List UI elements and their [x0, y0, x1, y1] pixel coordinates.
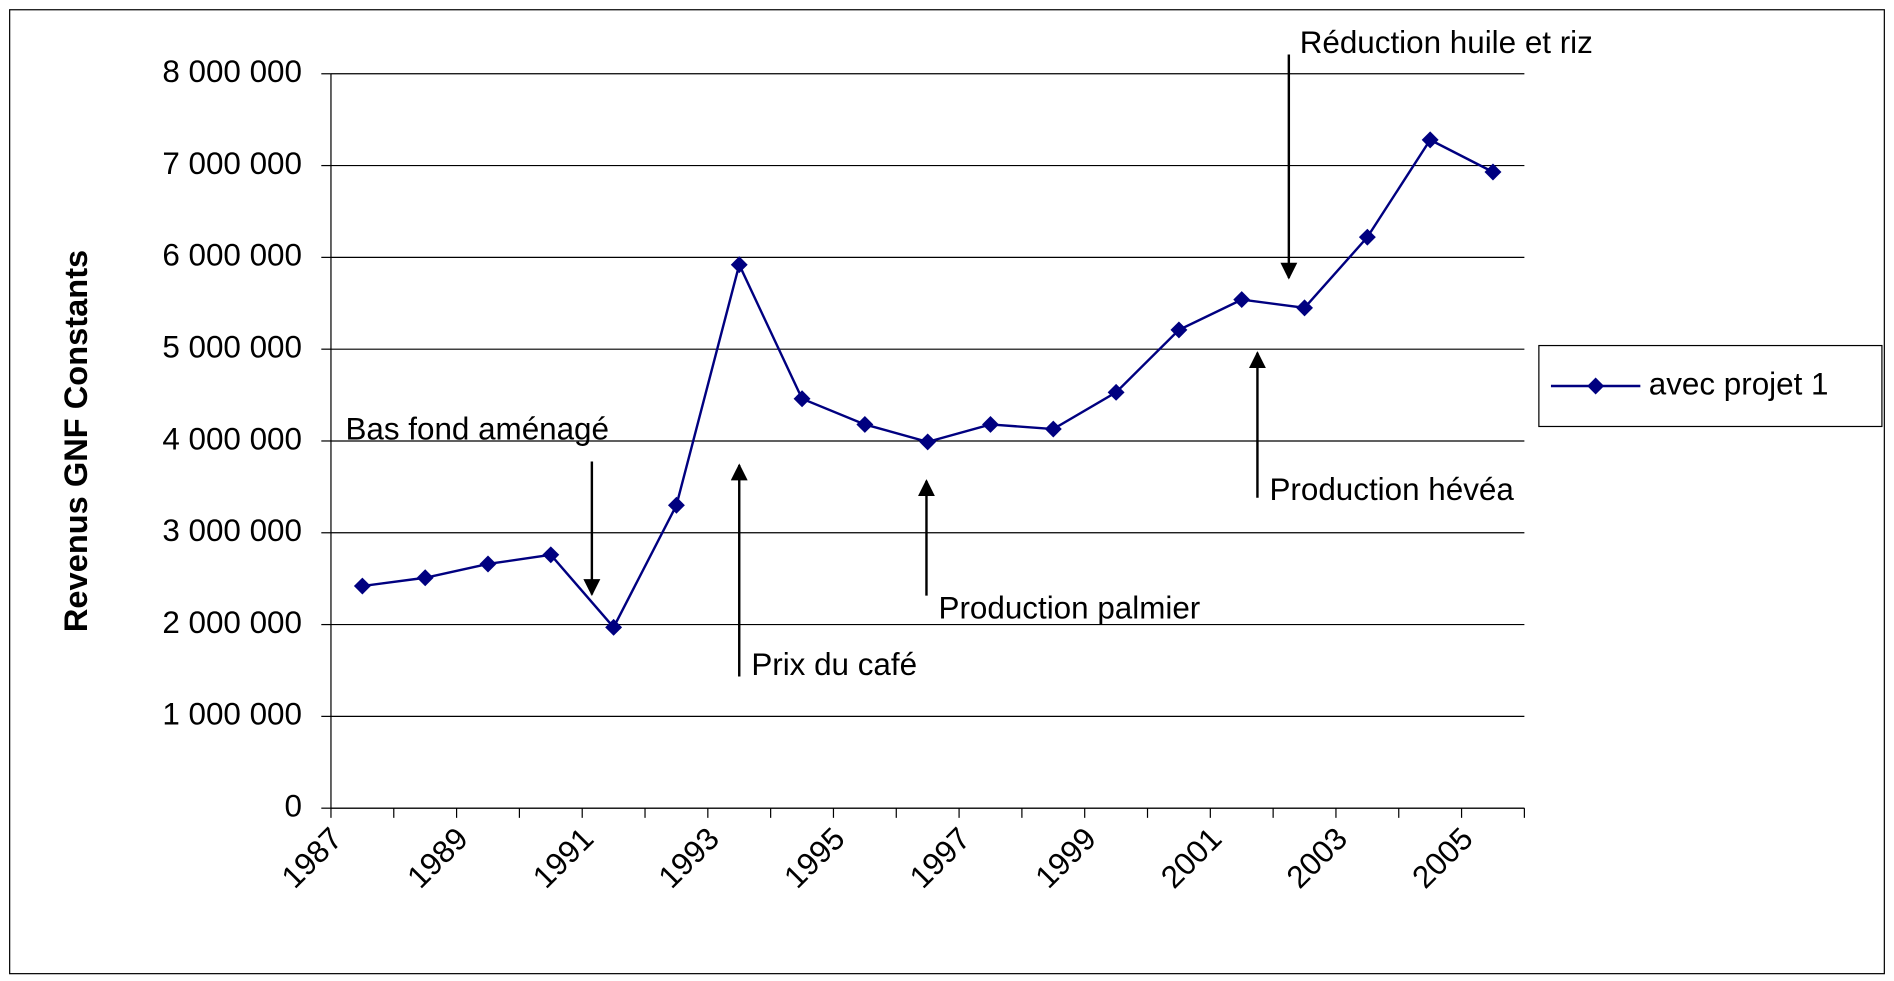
annotation: Prix du café [751, 647, 917, 682]
point [1484, 163, 1502, 181]
legend-marker [1587, 377, 1605, 395]
y-tick-label: 0 [285, 788, 302, 823]
y-tick-label: 2 000 000 [162, 605, 302, 640]
y-tick-label: 7 000 000 [162, 146, 302, 181]
point [982, 415, 999, 433]
y-tick-label: 8 000 000 [162, 54, 302, 89]
legend-label: avec projet 1 [1649, 366, 1829, 401]
chart-border [9, 9, 1885, 975]
point [416, 569, 434, 587]
point [1170, 321, 1188, 339]
y-tick-label: 3 000 000 [162, 513, 302, 548]
annotation: Bas fond aménagé [345, 412, 609, 447]
point [1044, 420, 1062, 438]
point [1358, 228, 1376, 246]
point [353, 577, 371, 595]
point [1107, 383, 1125, 401]
annotation: Production palmier [939, 590, 1201, 625]
y-tick-label: 5 000 000 [162, 329, 302, 364]
point [1421, 131, 1439, 149]
annotation: Production hévéa [1270, 472, 1515, 507]
annotation: Réduction huile et riz [1300, 25, 1593, 60]
point [919, 433, 937, 451]
y-axis-title: Revenus GNF Constants [57, 250, 94, 632]
y-tick-label: 4 000 000 [162, 421, 302, 456]
y-tick-label: 1 000 000 [162, 697, 302, 732]
y-tick-label: 6 000 000 [162, 238, 302, 273]
